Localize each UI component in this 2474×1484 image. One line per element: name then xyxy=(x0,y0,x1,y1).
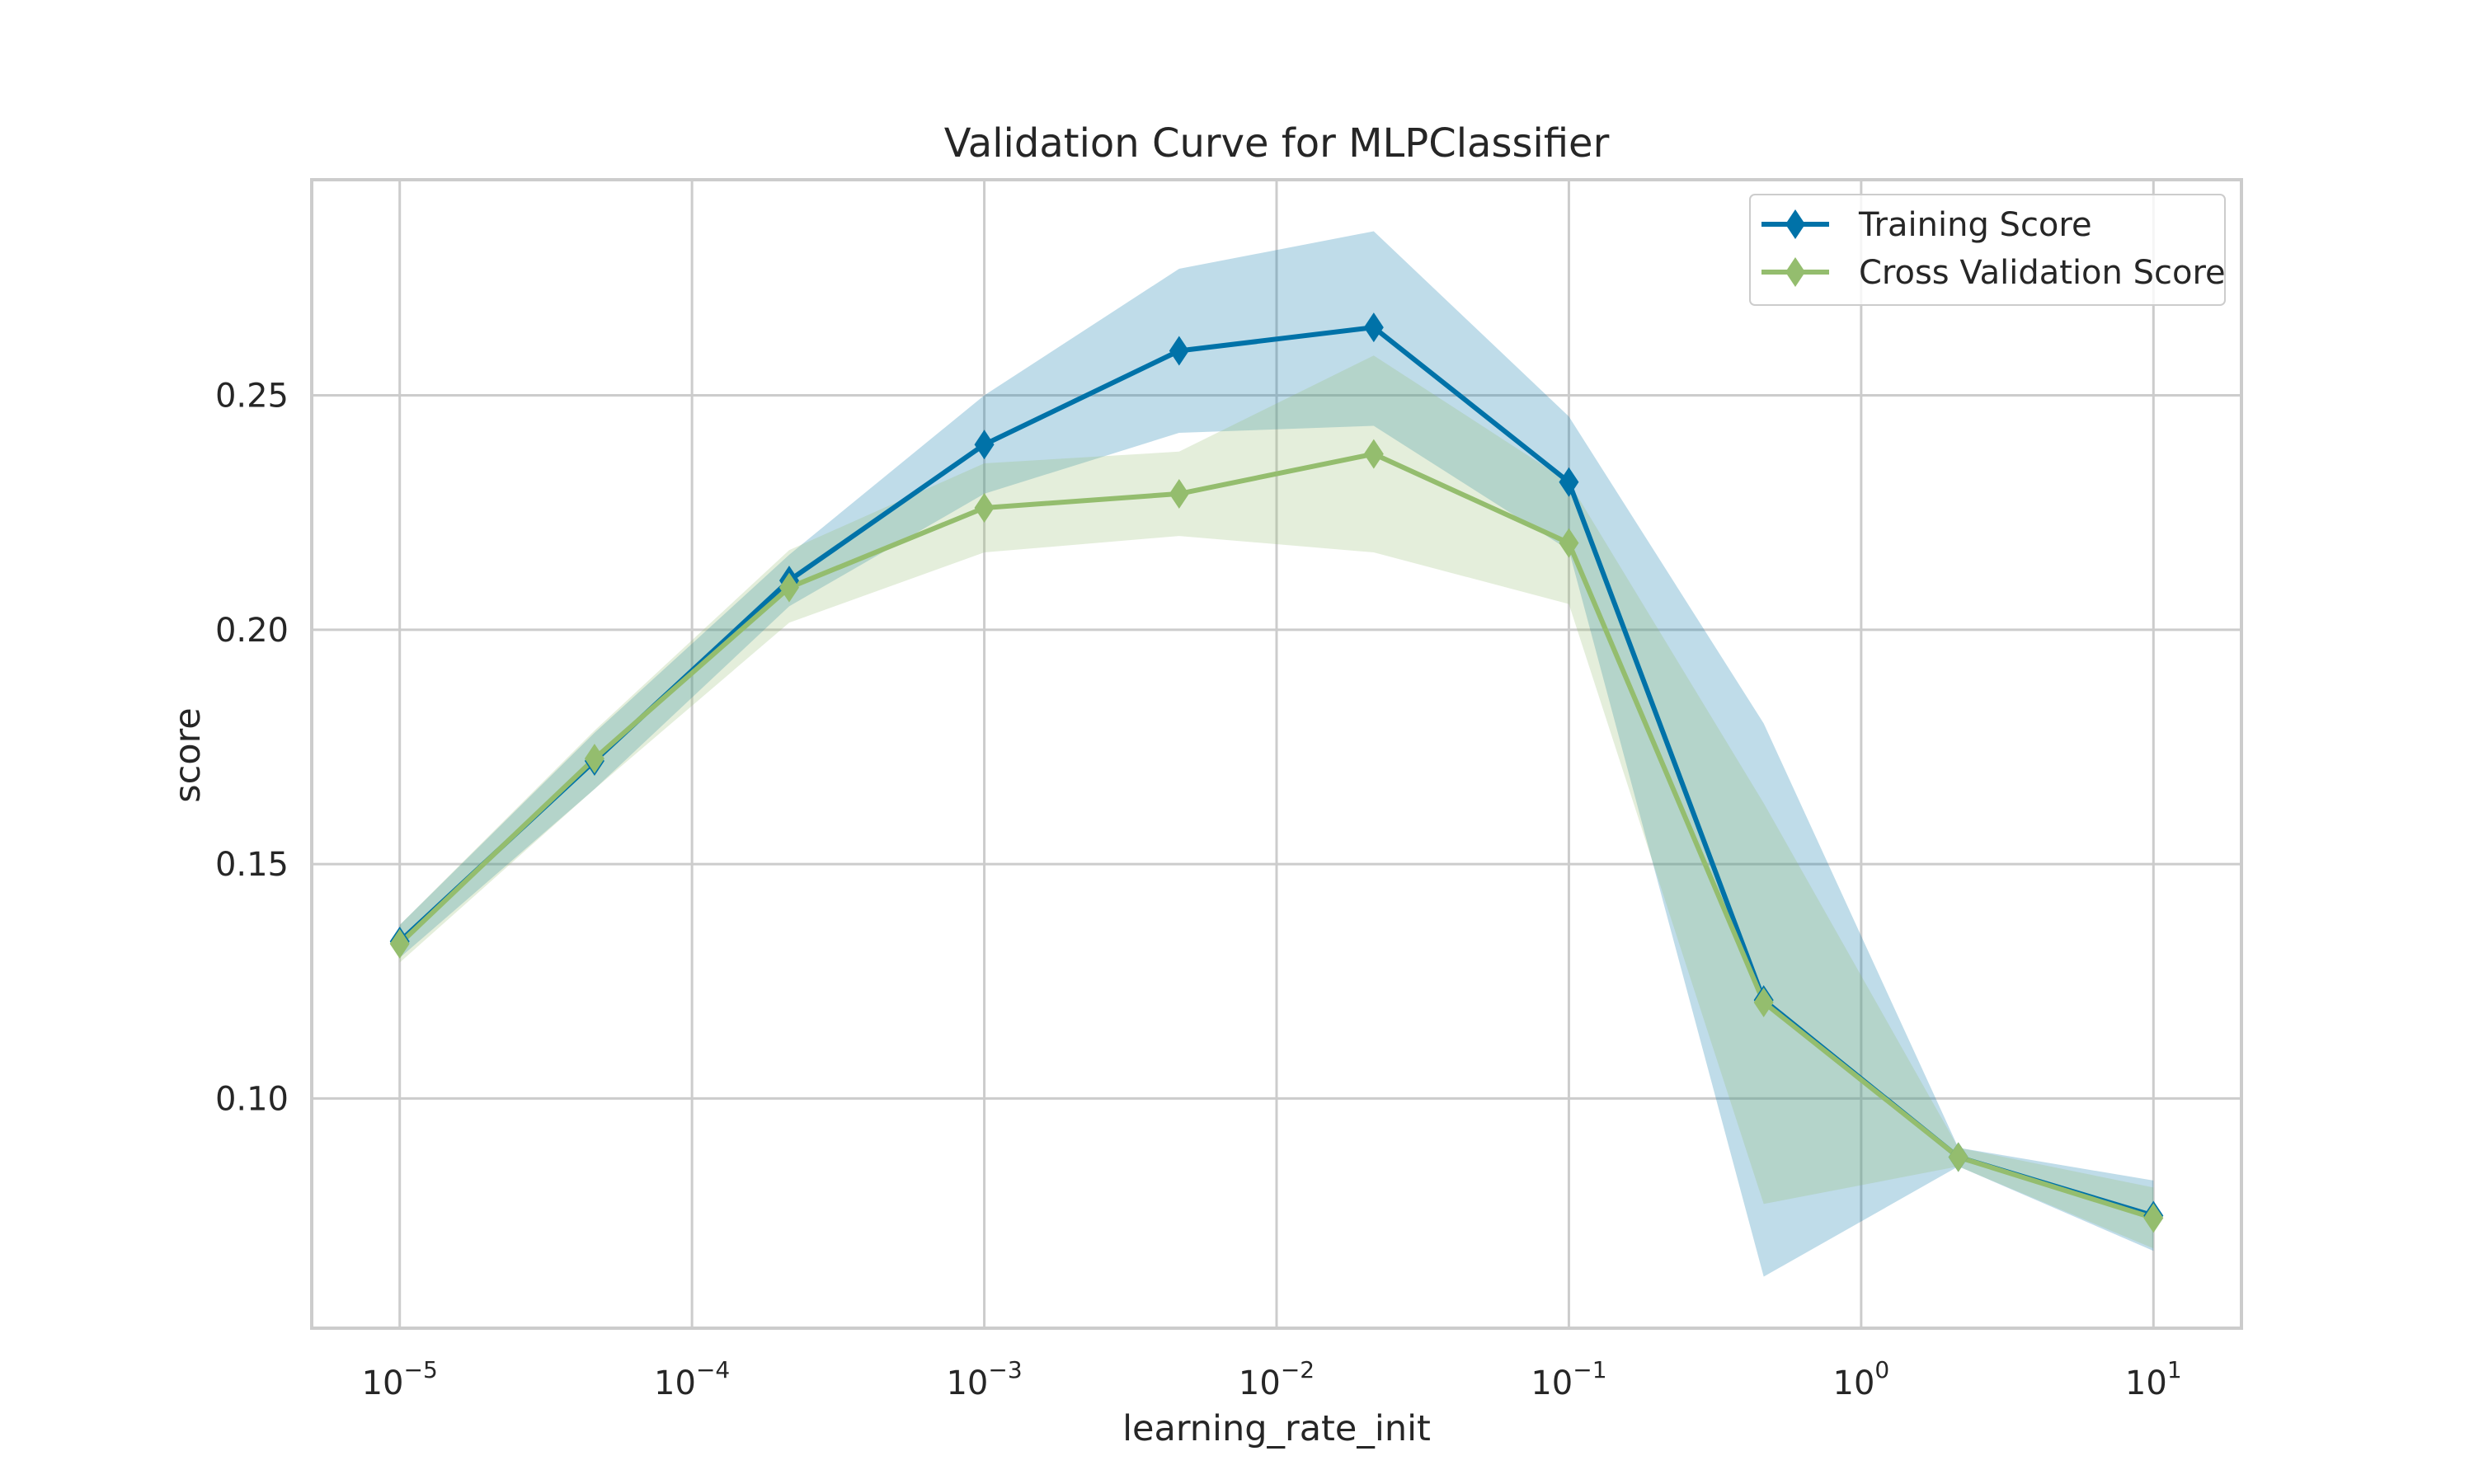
data-point xyxy=(584,744,604,774)
series-lines xyxy=(397,325,2155,1221)
y-tick-label: 0.15 xyxy=(215,846,289,884)
data-point xyxy=(1948,1142,1968,1172)
data-point xyxy=(1363,312,1384,343)
legend-marker xyxy=(1785,209,1805,239)
data-point xyxy=(1559,467,1579,497)
x-tick-label: 10−3 xyxy=(946,1356,1022,1402)
x-tick-label: 101 xyxy=(2125,1356,2182,1402)
data-point xyxy=(389,928,410,959)
data-point xyxy=(1169,478,1189,509)
grid-lines xyxy=(312,180,2241,1328)
confidence-bands xyxy=(399,231,2154,1277)
data-point xyxy=(1559,528,1579,558)
plot-frame xyxy=(310,178,2243,1330)
legend: Training Score Cross Validation Score xyxy=(1749,194,2226,306)
x-tick-label: 10−5 xyxy=(362,1356,438,1402)
series-markers xyxy=(389,312,2164,1233)
series-line xyxy=(397,451,2155,1221)
data-point xyxy=(974,493,995,523)
x-tick-label: 10−4 xyxy=(654,1356,730,1402)
confidence-band xyxy=(399,231,2154,1277)
x-tick-label: 100 xyxy=(1833,1356,1890,1402)
y-axis-ticks: 0.10 0.15 0.20 0.25 xyxy=(215,378,289,1119)
y-tick-label: 0.10 xyxy=(215,1080,289,1118)
data-point xyxy=(1169,336,1189,366)
data-point xyxy=(974,430,995,460)
x-axis-label: learning_rate_init xyxy=(1122,1408,1431,1449)
confidence-band xyxy=(399,355,2154,1249)
chart-title: Validation Curve for MLPClassifier xyxy=(944,120,1610,167)
x-axis-ticks: 10−5 10−4 10−3 10−2 10−1 100 101 xyxy=(362,1356,2182,1402)
x-tick-label: 10−1 xyxy=(1531,1356,1606,1402)
legend-marker xyxy=(1785,257,1805,287)
y-axis-label: score xyxy=(167,707,209,803)
data-point xyxy=(2143,1203,2164,1233)
legend-label: Training Score xyxy=(1858,206,2092,244)
y-tick-label: 0.20 xyxy=(215,612,289,650)
legend-label: Cross Validation Score xyxy=(1859,254,2226,292)
y-tick-label: 0.25 xyxy=(215,378,289,416)
legend-box xyxy=(1749,194,2226,306)
data-point xyxy=(778,572,799,603)
data-point xyxy=(1753,987,1774,1017)
x-tick-label: 10−2 xyxy=(1239,1356,1315,1402)
data-point xyxy=(1363,439,1384,469)
